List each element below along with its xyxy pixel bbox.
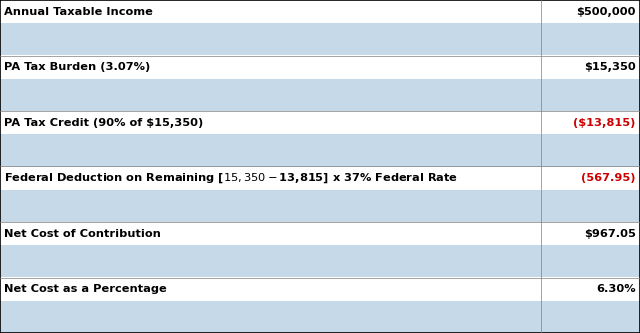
- Bar: [0, 111, 541, 134]
- Text: PA Tax Burden (3.07%): PA Tax Burden (3.07%): [4, 62, 151, 72]
- Text: $967.05: $967.05: [584, 229, 636, 239]
- Text: 6.30%: 6.30%: [596, 284, 636, 294]
- Bar: [541, 0, 640, 23]
- Bar: [0, 277, 541, 301]
- Bar: [541, 79, 640, 111]
- Text: Net Cost as a Percentage: Net Cost as a Percentage: [4, 284, 167, 294]
- Bar: [541, 190, 640, 222]
- Bar: [0, 222, 541, 245]
- Text: (567.95): (567.95): [581, 173, 636, 183]
- Bar: [541, 166, 640, 190]
- Text: Net Cost of Contribution: Net Cost of Contribution: [4, 229, 161, 239]
- Text: PA Tax Credit (90% of $15,350): PA Tax Credit (90% of $15,350): [4, 118, 204, 128]
- Bar: [541, 301, 640, 333]
- Bar: [541, 111, 640, 134]
- Text: Annual Taxable Income: Annual Taxable Income: [4, 7, 154, 17]
- Bar: [0, 301, 541, 333]
- Bar: [0, 190, 541, 222]
- Text: $500,000: $500,000: [576, 7, 636, 17]
- Bar: [0, 166, 541, 190]
- Text: ($13,815): ($13,815): [573, 118, 636, 128]
- Bar: [0, 0, 541, 23]
- Text: $15,350: $15,350: [584, 62, 636, 72]
- Bar: [0, 79, 541, 111]
- Bar: [541, 245, 640, 277]
- Bar: [0, 245, 541, 277]
- Bar: [541, 277, 640, 301]
- Bar: [0, 56, 541, 79]
- Bar: [541, 56, 640, 79]
- Bar: [541, 222, 640, 245]
- Bar: [541, 134, 640, 166]
- Bar: [0, 23, 541, 56]
- Text: Federal Deduction on Remaining [$15,350 - $13,815] x 37% Federal Rate: Federal Deduction on Remaining [$15,350 …: [4, 171, 458, 185]
- Bar: [541, 23, 640, 56]
- Bar: [0, 134, 541, 166]
